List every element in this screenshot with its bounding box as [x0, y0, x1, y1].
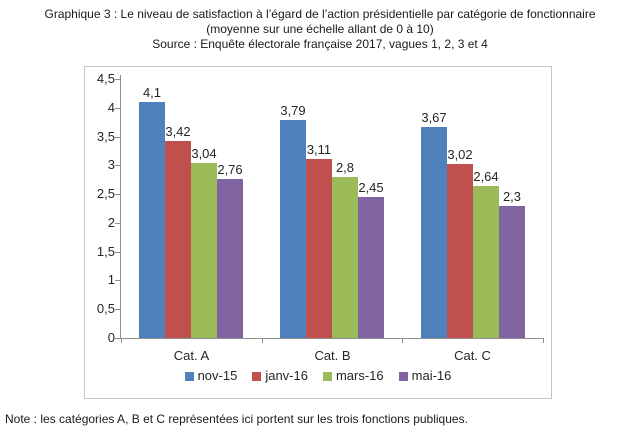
- y-tick: [115, 137, 120, 138]
- bar-nov-15-cat-b: [280, 120, 306, 338]
- y-tick: [115, 79, 120, 80]
- legend-label-mai-16: mai-16: [411, 368, 452, 383]
- bar-value-label: 3,79: [280, 103, 306, 118]
- bar-nov-15-cat-a: [139, 102, 165, 338]
- legend-item-janv-16: janv-16: [252, 369, 308, 383]
- bar-value-label: 2,76: [217, 162, 243, 177]
- legend-label-nov-15: nov-15: [197, 368, 238, 383]
- y-tick-label: 0,5: [96, 301, 115, 316]
- y-tick-label: 2,5: [96, 186, 115, 201]
- y-tick: [115, 165, 120, 166]
- bar-value-label: 2,8: [335, 160, 355, 175]
- note-text: Note : les catégories A, B et C représen…: [5, 412, 468, 426]
- y-tick-label: 3: [107, 157, 115, 172]
- y-tick-label: 2: [107, 215, 115, 230]
- chart-frame: 0 0,5 1 1,5 2 2,5 3 3,5 4 4,5 4,1 3,42 3,04 2,76 Cat. …: [84, 66, 552, 399]
- x-category-label: Cat. A: [173, 348, 210, 363]
- bar-mars-16-cat-a: [191, 163, 217, 338]
- x-axis-line: [121, 338, 544, 339]
- legend-item-mai-16: mai-16: [398, 368, 452, 383]
- bar-janv-16-cat-b: [306, 159, 332, 338]
- bar-value-label: 2,45: [358, 180, 384, 195]
- legend-item-mars-16: mars-16: [322, 368, 384, 383]
- x-category-label: Cat. B: [314, 348, 351, 363]
- y-tick-label: 0: [107, 330, 115, 345]
- chart-source: Source : Enquête électorale française 20…: [152, 37, 488, 51]
- legend-item-nov-15: nov-15: [184, 368, 238, 383]
- bar-value-label: 4,1: [142, 85, 162, 100]
- legend-label-mars-16: mars-16: [335, 368, 384, 383]
- legend-swatch-janv-16: [252, 371, 262, 381]
- x-tick: [402, 339, 403, 343]
- y-tick: [115, 252, 120, 253]
- bar-janv-16-cat-c: [447, 164, 473, 338]
- x-tick: [543, 339, 544, 343]
- x-category-label: Cat. C: [454, 348, 491, 363]
- y-tick: [115, 223, 120, 224]
- bar-value-label: 3,02: [447, 147, 473, 162]
- y-axis-line: [120, 75, 121, 339]
- legend-swatch-nov-15: [184, 371, 194, 381]
- y-tick: [115, 194, 120, 195]
- legend-swatch-mai-16: [398, 371, 408, 381]
- bar-value-label: 3,11: [306, 142, 332, 157]
- bar-value-label: 3,67: [421, 110, 447, 125]
- bar-value-label: 3,42: [165, 124, 191, 139]
- chart-title: Graphique 3 : Le niveau de satisfaction …: [44, 7, 596, 21]
- bar-mai-16-cat-b: [358, 197, 384, 338]
- y-tick: [115, 280, 120, 281]
- bar-mai-16-cat-a: [217, 179, 243, 338]
- y-tick-label: 4,5: [96, 71, 115, 86]
- x-tick: [121, 339, 122, 343]
- y-tick-label: 3,5: [96, 129, 115, 144]
- bar-mars-16-cat-b: [332, 177, 358, 338]
- chart-title-block: Graphique 3 : Le niveau de satisfaction …: [0, 7, 640, 52]
- legend-swatch-mars-16: [322, 371, 332, 381]
- bar-value-label: 2,64: [473, 169, 499, 184]
- x-tick: [262, 339, 263, 343]
- y-tick-label: 1,5: [96, 244, 115, 259]
- bar-mars-16-cat-c: [473, 186, 499, 338]
- bar-mai-16-cat-c: [499, 206, 525, 338]
- plot-area: 0 0,5 1 1,5 2 2,5 3 3,5 4 4,5 4,1 3,42 3,04 2,76 Cat. …: [85, 67, 551, 398]
- bar-nov-15-cat-c: [421, 127, 447, 338]
- y-tick: [115, 338, 120, 339]
- bar-value-label: 3,04: [191, 146, 217, 161]
- legend-label-janv-16: janv-16: [265, 368, 308, 383]
- y-tick: [115, 309, 120, 310]
- bar-value-label: 2,3: [502, 189, 522, 204]
- legend: nov-15 janv-16 mars-16 mai-16: [85, 368, 551, 384]
- y-tick-label: 1: [107, 272, 115, 287]
- bar-janv-16-cat-a: [165, 141, 191, 338]
- y-tick: [115, 108, 120, 109]
- chart-subtitle: (moyenne sur une échelle allant de 0 à 1…: [206, 22, 434, 36]
- y-tick-label: 4: [107, 100, 115, 115]
